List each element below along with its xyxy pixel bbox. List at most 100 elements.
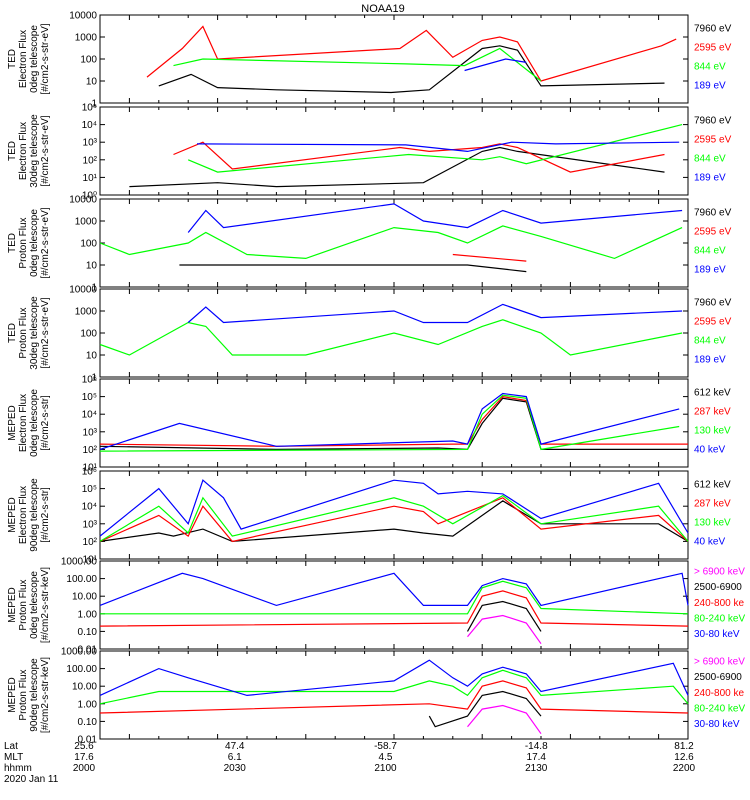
- legend-entry: 7960 eV: [694, 207, 732, 218]
- legend-entry: 240-800 ke: [694, 598, 744, 609]
- y-axis-label-line: 90deg telescope: [29, 478, 40, 552]
- y-tick-label: 1.00: [78, 609, 98, 620]
- y-tick-label: 10000: [69, 195, 97, 206]
- y-axis-label-line: Electron Flux: [18, 122, 29, 180]
- footer-mlt-value: 17.4: [527, 752, 547, 763]
- y-tick-label: 10²: [83, 155, 98, 166]
- y-axis-label-line: 0deg telescope: [29, 25, 40, 93]
- legend-entry: 30-80 keV: [694, 629, 740, 640]
- footer-date: 2020 Jan 11: [4, 774, 59, 785]
- footer-hhmm-value: 2000: [73, 763, 96, 774]
- legend-entry: 40 keV: [694, 537, 725, 548]
- legend-entry: 40 keV: [694, 445, 725, 456]
- footer-hhmm-value: 2030: [224, 763, 247, 774]
- y-axis-label-line: [#/cm2-s-str-keV]: [40, 657, 51, 733]
- legend-entry: 189 eV: [694, 173, 726, 184]
- footer-mlt-value: 4.5: [379, 752, 393, 763]
- y-axis-label-line: [#/cm2-s-str-eV]: [40, 115, 51, 186]
- series-line-3: [173, 47, 542, 82]
- y-tick-label: 10²: [83, 445, 98, 456]
- legend-entry: 612 keV: [694, 479, 731, 490]
- y-tick-label: 10¹: [83, 173, 98, 184]
- y-axis-label-line: Proton Flux: [18, 669, 29, 720]
- legend-entry: 130 keV: [694, 518, 731, 529]
- legend-entry: 7960 eV: [694, 23, 732, 34]
- series-line-5: [99, 572, 689, 607]
- legend-entry: 189 eV: [694, 355, 726, 366]
- y-tick-label: 10.00: [72, 592, 97, 603]
- footer-lat-value: -14.8: [525, 741, 548, 752]
- panel-frame: [99, 650, 689, 740]
- legend-entry: 2500-6900: [694, 582, 742, 593]
- footer-lat-value: 47.4: [225, 741, 245, 752]
- y-tick-label: 10000: [69, 285, 97, 296]
- legend-entry: > 6900 keV: [694, 656, 745, 667]
- legend-entry: 2595 eV: [694, 42, 732, 53]
- series-line-2: [99, 395, 688, 447]
- y-axis-label-line: TED: [7, 49, 18, 69]
- panel-frame: [99, 378, 689, 468]
- y-axis-label-line: [#/cm2-s-str-keV]: [40, 567, 51, 643]
- footer-mlt-value: 17.6: [74, 752, 94, 763]
- series-line-4: [464, 58, 527, 72]
- series-line-4: [99, 479, 689, 537]
- panel-4: 10000 1000 100 10 1 TED Proton Flux 30deg teles…: [7, 285, 732, 384]
- footer-hhmm-value: 2100: [374, 763, 397, 774]
- legend-entry: 287 keV: [694, 406, 731, 417]
- y-tick-label: 10⁴: [82, 502, 97, 513]
- y-tick-label: 10⁶: [82, 375, 97, 386]
- y-tick-label: 10⁶: [82, 467, 97, 478]
- y-tick-label: 100.00: [66, 664, 97, 675]
- series-line-4: [187, 203, 683, 233]
- series-line-1: [129, 146, 665, 188]
- panel-6: 10⁶ 10⁵ 10⁴ 10³ 10² 10¹ MEPED Electron Flux 90de…: [7, 467, 731, 566]
- legend-entry: 80-240 keV: [694, 704, 745, 715]
- series-line-2: [428, 690, 542, 728]
- panel-frame: [99, 106, 689, 196]
- y-axis-label-line: MEPED: [7, 405, 18, 441]
- y-tick-label: 100: [80, 55, 97, 66]
- y-axis-label-line: Electron Flux: [18, 486, 29, 544]
- y-tick-label: 10⁵: [82, 103, 97, 114]
- y-tick-label: 1000: [75, 217, 98, 228]
- legend-entry: 2595 eV: [694, 316, 732, 327]
- y-axis-label-line: MEPED: [7, 497, 18, 533]
- y-tick-label: 10000: [69, 11, 97, 22]
- y-axis-label-line: Proton Flux: [18, 579, 29, 630]
- y-tick-label: 0.10: [78, 717, 98, 728]
- y-tick-label: 10: [86, 77, 98, 88]
- y-axis-label-line: 0deg telescope: [29, 209, 40, 277]
- legend-entry: 844 eV: [694, 336, 726, 347]
- y-tick-label: 0.01: [78, 735, 98, 746]
- legend-entry: 844 eV: [694, 246, 726, 257]
- y-tick-label: 10⁴: [82, 410, 97, 421]
- y-axis-label-line: Proton Flux: [18, 307, 29, 358]
- figure-title: NOAA19: [361, 3, 404, 15]
- y-tick-label: 10²: [83, 537, 98, 548]
- y-tick-label: 10⁵: [82, 392, 97, 403]
- footer-lat-value: 25.6: [74, 741, 94, 752]
- series-line-2: [466, 600, 542, 632]
- series-line-3: [99, 394, 680, 452]
- legend-entry: 189 eV: [694, 265, 726, 276]
- y-axis-label-line: Electron Flux: [18, 30, 29, 88]
- legend-entry: > 6900 keV: [694, 566, 745, 577]
- footer-label-hhmm: hhmm: [4, 763, 32, 774]
- y-tick-label: 1.00: [78, 699, 98, 710]
- y-tick-label: 1: [91, 99, 97, 110]
- y-tick-label: 10⁵: [82, 484, 97, 495]
- y-axis-label-line: [#/cm2-s-str]: [40, 395, 51, 451]
- y-tick-label: 10¹: [83, 463, 98, 474]
- footer-label-lat: Lat: [4, 741, 18, 752]
- legend-entry: 240-800 ke: [694, 688, 744, 699]
- y-tick-label: 10.00: [72, 682, 97, 693]
- y-tick-label: 10³: [83, 519, 98, 530]
- legend-entry: 287 keV: [694, 498, 731, 509]
- legend-entry: 30-80 keV: [694, 719, 740, 730]
- series-line-1: [99, 397, 688, 451]
- y-tick-label: 10: [86, 261, 98, 272]
- y-axis-label-line: [#/cm2-s-str-eV]: [40, 23, 51, 94]
- series-line-2: [452, 253, 527, 262]
